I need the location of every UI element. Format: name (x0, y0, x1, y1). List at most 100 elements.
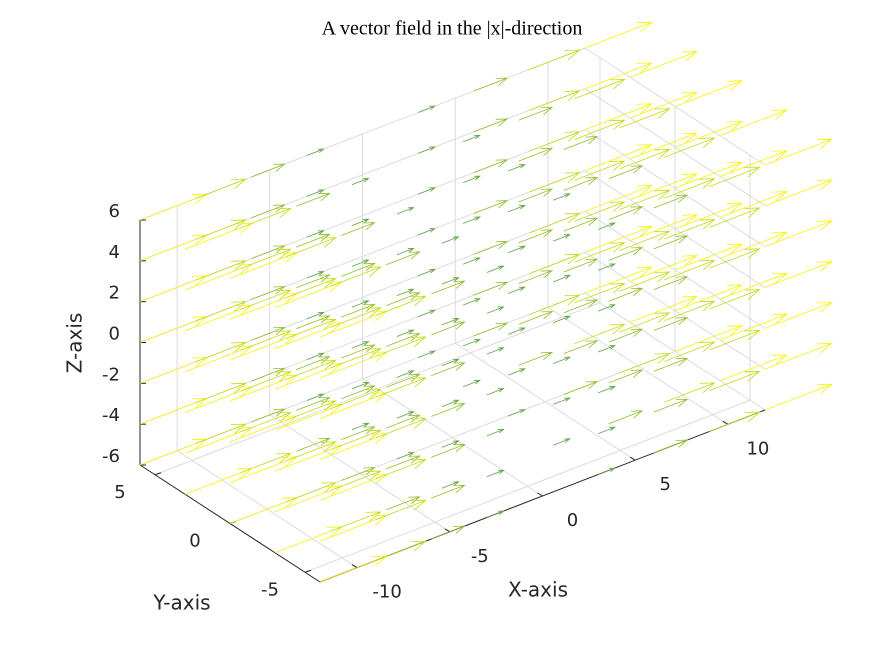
vector-arrow (285, 441, 337, 462)
vector-arrow (563, 258, 599, 273)
vector-arrow (719, 191, 788, 218)
vector-arrow (351, 259, 370, 267)
vector-arrow (473, 322, 509, 337)
vector-arrow (529, 213, 581, 234)
vector-arrow (386, 373, 421, 388)
vector-arrow (462, 134, 481, 143)
vector-arrow (608, 247, 644, 261)
vector-arrow (552, 438, 571, 446)
vector-arrow (629, 132, 698, 160)
vector-arrow (608, 328, 644, 343)
vector-arrow (764, 261, 833, 288)
x-axis-label: X-axis (508, 578, 568, 602)
vector-arrow (552, 234, 571, 242)
vector-arrow (306, 311, 325, 320)
vector-arrow (653, 194, 689, 209)
vector-arrow (608, 206, 644, 220)
vector-arrow (584, 103, 653, 131)
z-tick-label: 0 (109, 324, 120, 345)
vector-arrow (709, 248, 761, 269)
z-tick-label: -6 (102, 446, 120, 467)
vector-arrow (417, 350, 436, 358)
vector-arrow (529, 131, 581, 152)
vector-arrow (709, 289, 761, 310)
vector-arrow (719, 232, 788, 259)
vector-arrow (664, 382, 716, 403)
vector-arrow (486, 388, 505, 396)
vector-arrow (529, 294, 581, 315)
vector-arrow (296, 397, 331, 411)
vector-arrow (375, 336, 427, 357)
vector-arrow (396, 288, 415, 297)
vector-arrow (330, 266, 382, 287)
vector-arrow (674, 80, 743, 107)
vector-arrow (441, 399, 460, 407)
vector-arrow (608, 287, 644, 302)
vector-arrow (330, 348, 382, 369)
vector-arrow (674, 284, 743, 312)
vector-arrow (719, 354, 788, 382)
vector-arrow (529, 253, 581, 275)
vector-arrow (341, 303, 376, 318)
vector-arrow (306, 271, 325, 279)
vector-arrow (764, 383, 833, 411)
vector-arrow (240, 412, 292, 433)
vector-arrow (341, 344, 376, 359)
vector-arrow (653, 398, 689, 413)
vector-arrow (486, 347, 505, 355)
x-tick (537, 492, 543, 497)
vector-arrow (396, 411, 415, 419)
vector-arrow (431, 443, 466, 458)
vector-arrow (195, 342, 247, 363)
vector-arrow (574, 283, 626, 304)
vector-arrow (764, 179, 833, 207)
vector-arrow (306, 393, 325, 401)
vector-arrow (473, 118, 509, 133)
vector-arrow (306, 148, 325, 156)
vector-arrow (574, 242, 626, 263)
vector-arrow (351, 341, 370, 349)
vector-arrow (431, 280, 466, 295)
vector-arrow (351, 218, 370, 226)
vector-arrow (386, 333, 421, 347)
vector-arrow (251, 286, 286, 300)
vector-arrow (285, 359, 337, 380)
vector-arrow (240, 330, 292, 351)
vector-arrow (619, 108, 671, 129)
vector-arrow (251, 367, 286, 382)
vector-arrow (396, 452, 415, 460)
vector-arrow (386, 292, 421, 306)
vector-arrow (563, 299, 599, 314)
chart-title: A vector field in the |x|-direction (322, 18, 583, 40)
vector-arrow (574, 160, 626, 181)
vector-arrow (351, 382, 370, 390)
vector-arrow (375, 295, 427, 316)
vector-arrow (486, 510, 505, 518)
x-tick-label: 0 (567, 510, 578, 531)
vector-arrow (251, 408, 286, 423)
vector-arrow (597, 222, 616, 230)
vector-arrow (386, 496, 421, 511)
vector-arrow (674, 325, 743, 352)
vector-arrow (351, 177, 370, 186)
vector-arrow (563, 136, 599, 150)
vector-arrow (518, 106, 554, 121)
x-tick-label: 10 (746, 438, 769, 459)
vector-arrow (285, 278, 337, 299)
vector-arrow (341, 222, 376, 236)
vector-arrow (552, 193, 571, 201)
vector-arrow (431, 525, 466, 540)
vector-arrow (653, 235, 689, 250)
vector-arrow (507, 286, 526, 294)
vector-arrow (574, 323, 626, 345)
vector-arrow (240, 452, 292, 474)
vector-arrow (664, 137, 716, 158)
vector-arrow (574, 119, 626, 140)
vector-arrow (306, 230, 325, 238)
x-tick (351, 564, 358, 569)
vector-arrow (296, 356, 331, 370)
vector-arrow (764, 138, 833, 166)
vector-arrow (285, 400, 337, 421)
vector-arrow (351, 422, 370, 431)
vector-arrow (619, 230, 671, 251)
